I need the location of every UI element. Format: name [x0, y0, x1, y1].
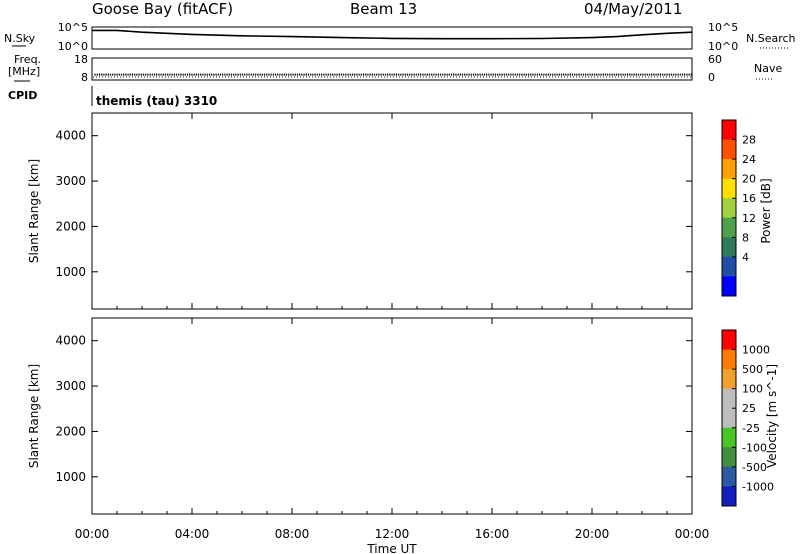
colorbar-tick-label: 100: [742, 383, 763, 396]
colorbar-swatch: [722, 237, 736, 258]
nave-tick-top: 60: [708, 53, 722, 66]
y-tick-label: 4000: [55, 334, 86, 348]
colorbar-tick-label: 20: [742, 173, 756, 186]
freq-label-1: Freq.: [14, 53, 41, 66]
freq-panel-frame: [91, 57, 693, 81]
x-tick-label: 16:00: [475, 527, 510, 541]
colorbar-swatch: [722, 276, 736, 297]
colorbar-swatch: [722, 330, 736, 351]
x-tick-label: 12:00: [375, 527, 410, 541]
velocity-y-axis: 1000 2000 3000 4000: [55, 334, 692, 484]
noise-panel-frame: [91, 26, 693, 50]
y-tick-label: 1000: [55, 470, 86, 484]
colorbar-frame: [721, 329, 737, 507]
colorbar-swatch: [722, 427, 736, 448]
nave-tick-bottom: 0: [708, 71, 715, 84]
colorbar-tick-label: 24: [742, 153, 756, 166]
colorbar-frame: [721, 119, 737, 297]
colorbar-tick-label: 12: [742, 212, 756, 225]
freq-tick-bottom: 8: [81, 71, 88, 84]
colorbar-tick-label: -500: [742, 461, 767, 474]
nsky-line: [92, 29, 693, 40]
x-tick-label: 04:00: [175, 527, 210, 541]
y-tick-label: 2000: [55, 219, 86, 233]
velocity-colorbar: 1000 500 100 25 -25 -100 -500 -1000: [721, 329, 774, 507]
colorbar-swatch: [722, 217, 736, 238]
x-tick-label: 20:00: [575, 527, 610, 541]
colorbar-swatch: [722, 159, 736, 180]
colorbar-tick-label: -1000: [742, 480, 774, 493]
station-title: Goose Bay (fitACF): [92, 0, 233, 18]
colorbar-swatch: [722, 408, 736, 429]
colorbar-swatch: [722, 466, 736, 487]
y-tick-label: 1000: [55, 265, 86, 279]
y-tick-label: 3000: [55, 379, 86, 393]
time-axis: 00:00 04:00 08:00 12:00 16:00 20:00 00:00: [75, 113, 710, 541]
nsky-label: N.Sky: [4, 32, 36, 45]
colorbar-swatch: [722, 349, 736, 370]
colorbar-swatch: [722, 256, 736, 277]
colorbar-tick-label: 25: [742, 402, 756, 415]
y-tick-label: 4000: [55, 129, 86, 143]
velocity-cbar-label: Velocity [m s^-1]: [765, 364, 779, 468]
power-panel-frame: [91, 112, 693, 310]
velocity-ylabel: Slant Range [km]: [27, 364, 41, 468]
cpid-label: CPID: [8, 89, 37, 102]
freq-label-2: [MHz]: [8, 65, 40, 78]
nsky-tick-top: 10^5: [58, 21, 88, 34]
frequency-panel: Freq. [MHz] 18 8 60 0 Nave: [8, 53, 782, 84]
power-colorbar: 28 24 20 16 12 8 4: [721, 119, 756, 297]
noise-panel: N.Sky 10^5 10^0 10^5 10^0 N.Search: [4, 21, 796, 53]
nsearch-tick-bottom: 10^0: [708, 40, 738, 53]
power-y-axis: 1000 2000 3000 4000: [55, 129, 692, 279]
colorbar-tick-label: 16: [742, 192, 756, 205]
freq-tick-top: 18: [74, 53, 88, 66]
power-ylabel: Slant Range [km]: [27, 159, 41, 263]
x-tick-label: 08:00: [275, 527, 310, 541]
nsky-tick-bottom: 10^0: [58, 40, 88, 53]
y-tick-label: 2000: [55, 424, 86, 438]
colorbar-tick-label: 1000: [742, 344, 770, 357]
colorbar-swatch: [722, 486, 736, 507]
velocity-panel-frame: [91, 317, 693, 515]
x-tick-label: 00:00: [675, 527, 710, 541]
beam-title: Beam 13: [350, 0, 417, 18]
power-cbar-label: Power [dB]: [759, 178, 773, 243]
time-axis-label: Time UT: [366, 542, 417, 554]
colorbar-tick-label: -100: [742, 441, 767, 454]
x-tick-label: 00:00: [75, 527, 110, 541]
y-tick-label: 3000: [55, 174, 86, 188]
colorbar-tick-label: 4: [742, 251, 749, 264]
power-panel: 1000 2000 3000 4000 Slant Range [km] 28 24 20…: [27, 112, 773, 310]
colorbar-swatch: [722, 139, 736, 160]
colorbar-tick-label: 28: [742, 134, 756, 147]
colorbar-swatch: [722, 120, 736, 141]
colorbar-swatch: [722, 388, 736, 409]
velocity-panel: 1000 2000 3000 4000 Slant Range [km] 1000 50…: [27, 317, 779, 515]
colorbar-swatch: [722, 447, 736, 468]
colorbar-swatch: [722, 369, 736, 390]
colorbar-tick-label: -25: [742, 422, 760, 435]
nave-label: Nave: [754, 62, 782, 75]
colorbar-swatch: [722, 198, 736, 219]
colorbar-tick-label: 500: [742, 363, 763, 376]
nsearch-tick-top: 10^5: [708, 21, 738, 34]
nsearch-label: N.Search: [746, 32, 796, 45]
colorbar-tick-label: 8: [742, 231, 749, 244]
cpid-value: themis (tau) 3310: [96, 94, 217, 108]
date-title: 04/May/2011: [584, 0, 682, 18]
colorbar-swatch: [722, 178, 736, 199]
